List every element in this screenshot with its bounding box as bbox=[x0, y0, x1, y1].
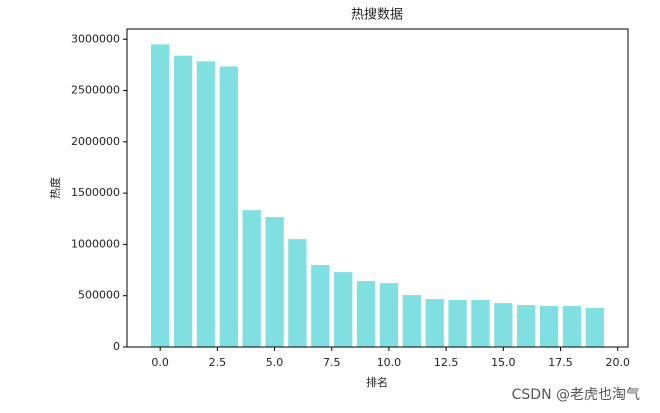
bar bbox=[539, 306, 559, 347]
bar bbox=[425, 299, 444, 347]
x-tick-label: 2.5 bbox=[209, 356, 227, 369]
y-tick-label: 2500000 bbox=[71, 84, 120, 97]
plot-frame bbox=[126, 28, 629, 348]
bar bbox=[288, 239, 307, 347]
bar bbox=[448, 300, 467, 347]
x-tick-label: 17.5 bbox=[548, 356, 573, 369]
x-tick-label: 10.0 bbox=[377, 356, 402, 369]
bar bbox=[334, 272, 353, 347]
y-tick-label: 3000000 bbox=[71, 32, 120, 45]
y-tick-label: 1500000 bbox=[71, 186, 120, 199]
x-axis-label: 排名 bbox=[366, 375, 388, 389]
bar bbox=[517, 305, 536, 347]
x-tick-label: 12.5 bbox=[434, 356, 459, 369]
bar bbox=[151, 44, 170, 348]
bar bbox=[379, 283, 399, 347]
bar bbox=[196, 61, 216, 348]
bar bbox=[242, 210, 261, 347]
bar bbox=[585, 308, 604, 347]
bar bbox=[562, 306, 582, 347]
bar bbox=[265, 217, 284, 347]
chart-title: 热搜数据 bbox=[351, 8, 403, 23]
bar bbox=[494, 303, 513, 347]
bar bbox=[356, 281, 376, 347]
y-tick-label: 2000000 bbox=[71, 135, 120, 148]
bar bbox=[173, 55, 193, 348]
x-tick-label: 7.5 bbox=[323, 356, 341, 369]
x-tick-label: 20.0 bbox=[605, 356, 630, 369]
x-tick-label: 5.0 bbox=[266, 356, 284, 369]
bar bbox=[219, 66, 238, 348]
y-tick-label: 0 bbox=[113, 340, 120, 353]
x-tick-label: 15.0 bbox=[491, 356, 516, 369]
x-tick-label: 0.0 bbox=[151, 356, 169, 369]
y-tick-label: 1000000 bbox=[71, 237, 120, 250]
y-tick-label: 500000 bbox=[78, 289, 120, 302]
bar bbox=[311, 265, 330, 347]
watermark: CSDN @老虎也淘气 bbox=[512, 387, 640, 403]
bar bbox=[471, 300, 490, 347]
bar bbox=[402, 295, 421, 347]
y-axis-label: 热度 bbox=[48, 177, 62, 199]
